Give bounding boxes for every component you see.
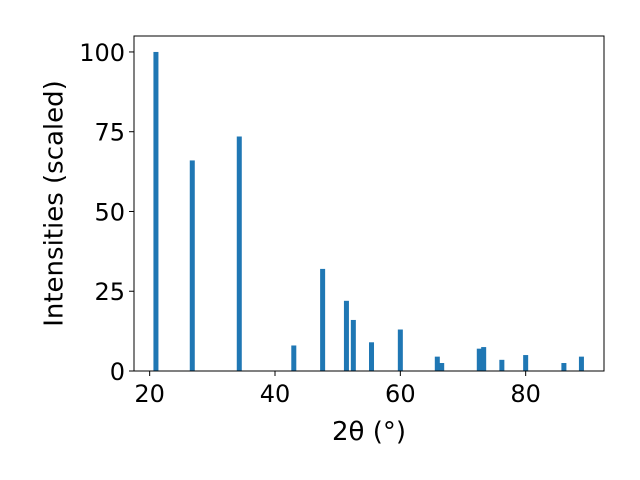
x-tick-label: 20 <box>134 380 165 408</box>
bar-4 <box>320 268 326 371</box>
bar-9 <box>434 356 440 371</box>
bar-1 <box>189 160 195 371</box>
bars-group <box>153 51 584 371</box>
plot-frame <box>133 35 605 372</box>
x-tick-label: 60 <box>385 380 416 408</box>
y-tick-label: 50 <box>94 198 125 226</box>
x-axis-label: 2θ (°) <box>332 417 406 447</box>
bar-0 <box>153 51 159 371</box>
bar-2 <box>236 136 242 371</box>
bar-8 <box>397 329 403 371</box>
y-tick-label: 100 <box>79 39 125 67</box>
bar-13 <box>499 359 505 371</box>
y-tick-label: 0 <box>110 358 125 386</box>
bar-6 <box>350 319 356 371</box>
bar-7 <box>369 342 375 371</box>
bar-3 <box>291 345 297 371</box>
y-axis-label: Intensities (scaled) <box>40 80 70 327</box>
bar-11 <box>476 348 482 371</box>
x-tick-label: 80 <box>510 380 541 408</box>
y-ticks-group: 0 25 50 75 100 <box>79 39 134 386</box>
x-tick-label: 40 <box>260 380 291 408</box>
bar-14 <box>523 355 529 371</box>
y-tick-label: 75 <box>94 119 125 147</box>
x-ticks-group: 20 40 60 80 <box>134 371 541 408</box>
bar-10 <box>439 363 445 371</box>
bar-16 <box>578 356 584 371</box>
bar-5 <box>343 300 349 371</box>
bar-12 <box>481 347 487 371</box>
y-tick-label: 25 <box>94 278 125 306</box>
bar-15 <box>561 363 567 371</box>
